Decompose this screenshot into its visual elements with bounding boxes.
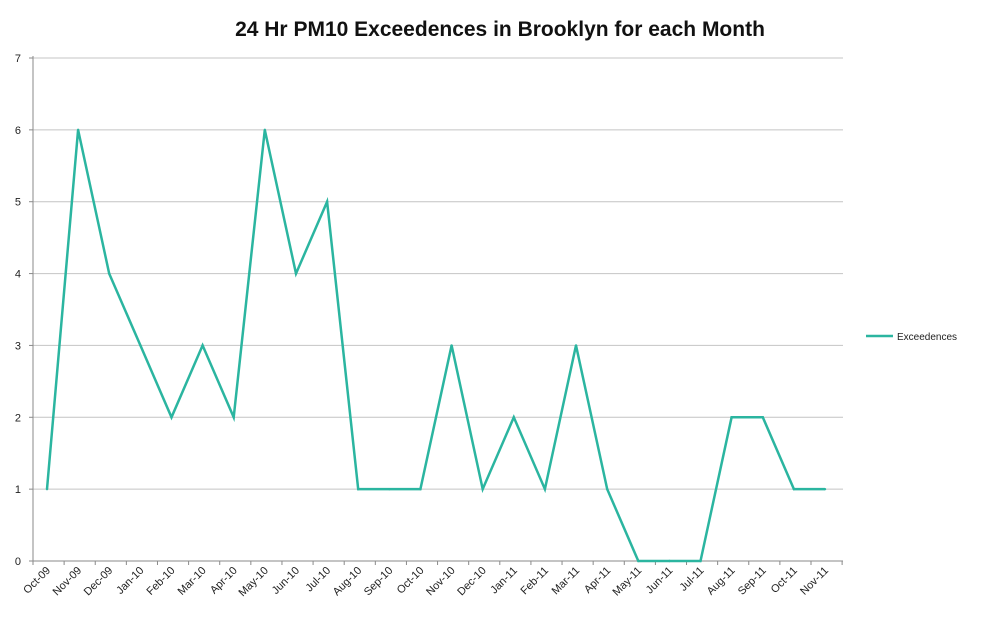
x-tick-label: Sep-10	[362, 565, 396, 599]
data-point	[170, 416, 173, 419]
x-tick-label: Feb-11	[518, 565, 551, 598]
y-tick-label: 7	[15, 53, 21, 65]
data-point	[263, 128, 267, 132]
series-lines	[45, 128, 827, 563]
data-point	[823, 487, 827, 491]
x-tick-label: Jul-10	[304, 565, 334, 595]
x-tick-label: Jan-10	[114, 565, 146, 597]
legend-label: Exceedences	[897, 332, 957, 343]
legend: Exceedences	[866, 332, 957, 343]
x-tick-label: Jun-10	[270, 565, 302, 597]
data-point	[45, 487, 49, 491]
x-tick-label: Apr-11	[582, 565, 613, 596]
y-tick-label: 3	[15, 340, 21, 352]
data-point	[512, 416, 515, 419]
data-point	[699, 559, 702, 563]
chart-title: 24 Hr PM10 Exceedences in Brooklyn for e…	[235, 18, 765, 41]
data-point	[325, 200, 329, 203]
data-point	[357, 487, 360, 491]
data-point	[792, 487, 796, 491]
x-tick-label: Jun-11	[644, 565, 676, 597]
y-tick-label: 0	[15, 556, 21, 568]
data-point	[730, 416, 733, 419]
y-tick-label: 6	[15, 125, 21, 137]
axes	[29, 56, 843, 565]
y-tick-label: 4	[15, 269, 21, 281]
data-point	[419, 487, 422, 491]
x-tick-label: Oct-11	[769, 565, 800, 596]
data-point	[201, 344, 204, 347]
x-tick-label: Apr-10	[208, 565, 240, 597]
x-tick-label: Nov-09	[51, 565, 85, 599]
data-point	[294, 272, 298, 275]
gridlines	[33, 57, 843, 490]
data-point	[139, 344, 142, 347]
x-tick-label: Sep-11	[736, 565, 769, 598]
x-tick-label: Dec-10	[455, 565, 489, 599]
x-tick-label: Nov-11	[798, 565, 831, 598]
data-point	[574, 344, 578, 347]
data-point	[232, 416, 235, 419]
y-tick-label: 2	[15, 412, 21, 424]
data-point	[450, 344, 453, 347]
data-point	[76, 128, 80, 132]
x-tick-label: Jul-11	[678, 565, 707, 594]
x-tick-label: Aug-11	[705, 565, 738, 598]
data-point	[637, 559, 640, 563]
data-point	[605, 487, 609, 491]
y-tick-labels: 0 1 2 3 4 5 6 7	[15, 53, 21, 568]
x-tick-label: Mar-10	[176, 565, 209, 598]
data-point	[388, 487, 391, 491]
x-tick-label: Nov-10	[424, 565, 458, 599]
series-line-0	[45, 129, 825, 563]
x-tick-label: Oct-10	[395, 565, 427, 597]
x-tick-label: Feb-10	[144, 565, 177, 598]
x-tick-label: Dec-09	[82, 565, 116, 599]
data-point	[668, 559, 671, 563]
y-tick-label: 1	[15, 484, 21, 496]
y-tick-label: 5	[15, 197, 21, 209]
data-point	[108, 272, 111, 275]
x-tick-label: May-11	[611, 565, 645, 599]
x-tick-label: Jan-11	[488, 565, 520, 597]
x-tick-label: May-10	[237, 565, 271, 599]
x-tick-label: Oct-09	[21, 565, 53, 597]
x-tick-label: Mar-11	[550, 565, 583, 598]
x-tick-label: Aug-10	[331, 565, 365, 599]
data-point	[543, 487, 547, 491]
data-point	[761, 416, 764, 419]
data-point	[481, 487, 484, 491]
